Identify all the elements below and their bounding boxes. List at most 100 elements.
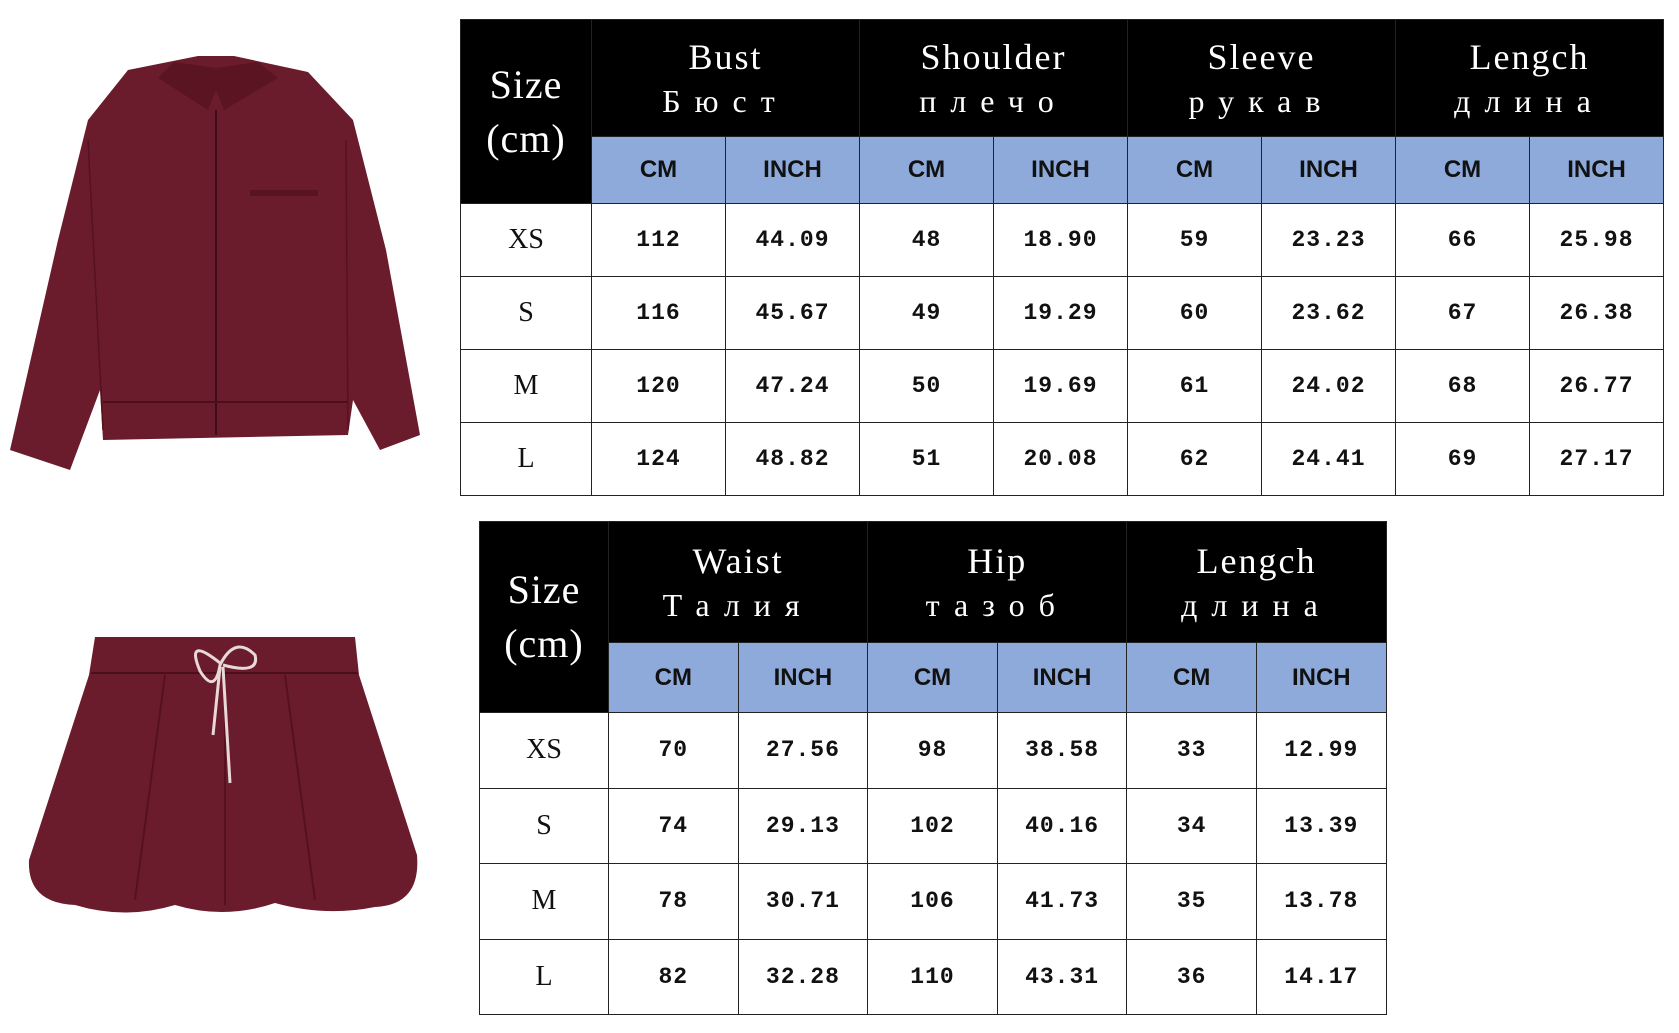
value-cell: 20.08 [993,422,1128,496]
measure-name-ru: Бюст [662,82,789,119]
unit-header: INCH [996,642,1128,713]
value-cell: 12.99 [1255,712,1387,789]
measure-name-ru: плечо [919,82,1068,119]
table-row: L 124 48.82 51 20.08 62 24.41 69 27.17 [460,422,1665,496]
value-cell: 66 [1395,203,1531,277]
size-header: Size (cm) [460,19,592,204]
size-label: Size [489,61,563,107]
value-cell: 25.98 [1529,203,1665,277]
value-cell: 44.09 [725,203,860,277]
size-cell: XS [479,712,609,789]
table-row: S 74 29.13 102 40.16 34 13.39 [479,787,1387,864]
value-cell: 62 [1127,422,1262,496]
value-cell: 69 [1395,422,1531,496]
measure-header: Lengch длина [1126,521,1387,643]
measure-name-ru: длина [1454,82,1605,119]
table-row: M 78 30.71 106 41.73 35 13.78 [479,863,1387,940]
size-cell: L [479,938,609,1015]
value-cell: 78 [608,863,739,940]
value-cell: 124 [591,422,726,496]
value-cell: 40.16 [996,787,1128,864]
value-cell: 27.17 [1529,422,1665,496]
measure-name-en: Bust [688,36,763,77]
value-cell: 67 [1395,276,1531,350]
value-cell: 18.90 [993,203,1128,277]
value-cell: 112 [591,203,726,277]
size-header: Size (cm) [479,521,609,713]
measure-name-ru: рукав [1188,82,1335,119]
value-cell: 59 [1127,203,1262,277]
value-cell: 26.77 [1529,349,1665,423]
value-cell: 82 [608,938,739,1015]
value-cell: 19.29 [993,276,1128,350]
measure-header: Bust Бюст [591,19,860,137]
measure-name-en: Sleeve [1207,36,1316,77]
value-cell: 36 [1126,938,1257,1015]
measure-name-ru: тазоб [925,586,1069,623]
size-unit-label: (cm) [504,621,584,666]
bottom-size-table: Size (cm) Waist Талия Hip тазоб Lengch длина CM I… [479,521,1387,1015]
value-cell: 26.38 [1529,276,1665,350]
value-cell: 110 [867,938,998,1015]
size-cell: L [460,422,592,496]
value-cell: 29.13 [737,787,869,864]
unit-header: INCH [1529,136,1665,204]
value-cell: 41.73 [996,863,1128,940]
value-cell: 74 [608,787,739,864]
measure-header: Lengch длина [1395,19,1665,137]
value-cell: 32.28 [737,938,869,1015]
table-row: S 116 45.67 49 19.29 60 23.62 67 26.38 [460,276,1665,350]
value-cell: 60 [1127,276,1262,350]
size-cell: M [460,349,592,423]
value-cell: 33 [1126,712,1257,789]
value-cell: 30.71 [737,863,869,940]
measure-header: Sleeve рукав [1126,19,1397,137]
measure-name-en: Lengch [1196,540,1317,581]
value-cell: 48.82 [725,422,860,496]
value-cell: 34 [1126,787,1257,864]
unit-header: CM [867,642,998,713]
unit-header: CM [1126,642,1257,713]
unit-header: CM [859,136,994,204]
value-cell: 102 [867,787,998,864]
unit-header: CM [1127,136,1262,204]
table-row: L 82 32.28 110 43.31 36 14.17 [479,938,1387,1015]
value-cell: 120 [591,349,726,423]
unit-header: CM [608,642,739,713]
value-cell: 27.56 [737,712,869,789]
value-cell: 23.23 [1260,203,1397,277]
value-cell: 47.24 [725,349,860,423]
size-cell: M [479,863,609,940]
value-cell: 116 [591,276,726,350]
value-cell: 24.41 [1260,422,1397,496]
unit-header: INCH [993,136,1128,204]
measure-name-en: Shoulder [920,36,1067,77]
table-row: M 120 47.24 50 19.69 61 24.02 68 26.77 [460,349,1665,423]
size-unit-label: (cm) [486,115,566,161]
value-cell: 49 [859,276,994,350]
value-cell: 70 [608,712,739,789]
value-cell: 43.31 [996,938,1128,1015]
unit-header: INCH [737,642,869,713]
value-cell: 13.78 [1255,863,1387,940]
unit-header: INCH [1255,642,1387,713]
value-cell: 23.62 [1260,276,1397,350]
jacket-image [10,56,420,470]
size-cell: S [479,787,609,864]
table-row: XS 70 27.56 98 38.58 33 12.99 [479,712,1387,789]
value-cell: 35 [1126,863,1257,940]
measure-name-ru: Талия [662,586,814,623]
measure-header: Shoulder плечо [859,19,1128,137]
size-cell: XS [460,203,592,277]
unit-header: INCH [725,136,860,204]
measure-name-en: Waist [692,540,784,581]
value-cell: 19.69 [993,349,1128,423]
value-cell: 51 [859,422,994,496]
value-cell: 38.58 [996,712,1128,789]
measure-header: Waist Талия [607,521,869,643]
value-cell: 24.02 [1260,349,1397,423]
value-cell: 48 [859,203,994,277]
size-cell: S [460,276,592,350]
value-cell: 45.67 [725,276,860,350]
unit-header: INCH [1260,136,1397,204]
